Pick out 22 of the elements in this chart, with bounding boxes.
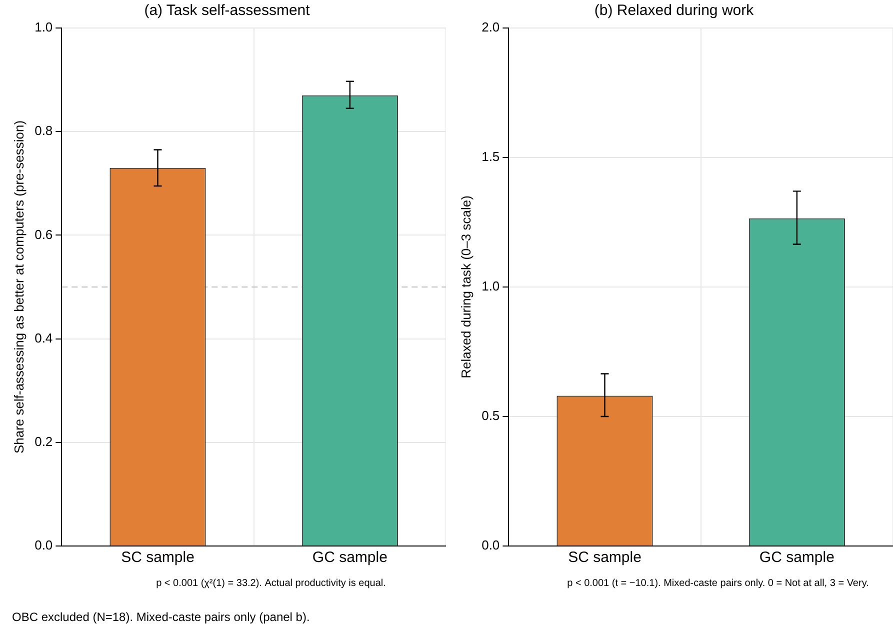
y-tick-label: 0.5	[482, 408, 500, 424]
text: OBC excluded (N=18). Mixed-caste pairs only (panel b).	[12, 610, 310, 624]
y-tick-label: 0.0	[482, 538, 500, 553]
y-tick-label: 0.8	[34, 123, 53, 138]
y-tick-label: 1.0	[482, 278, 500, 294]
x-tick-label: GC sample	[759, 549, 834, 566]
chart-title: (b) Relaxed during work	[594, 2, 754, 20]
text: p < 0.001 (t = −10.1). Mixed-caste pairs only. 0 = Not at all, 3 = Very.	[566, 578, 870, 589]
y-axis-title: Share self-assessing as better at computers (pre-session)	[11, 120, 26, 454]
y-tick-label: 1.0	[34, 20, 53, 35]
x-tick-label: SC sample	[568, 549, 642, 566]
x-tick-label: SC sample	[121, 549, 194, 566]
y-axis-title: Relaxed during task (0–3 scale)	[458, 196, 474, 378]
y-tick-label: 2.0	[482, 20, 500, 35]
y-tick-label: 0.4	[34, 330, 53, 346]
y-tick-label: 0.0	[34, 538, 53, 553]
y-tick-label: 0.2	[34, 434, 53, 449]
y-tick-label: 0.6	[34, 226, 53, 242]
y-tick-label: 1.5	[482, 149, 500, 164]
x-tick-label: GC sample	[312, 549, 388, 566]
text: p < 0.001 (χ²(1) = 33.2). Actual productivity is equal.	[155, 578, 387, 589]
chart-title: (a) Task self-assessment	[144, 2, 311, 20]
